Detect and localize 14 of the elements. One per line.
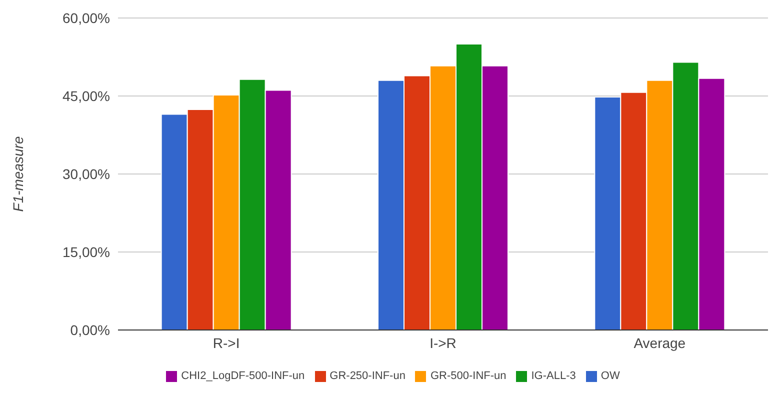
x-tick-label: Average (634, 334, 686, 351)
legend-label: GR-500-INF-un (430, 370, 506, 382)
legend-label: CHI2_LogDF-500-INF-un (181, 370, 305, 382)
x-tick-label: R->I (212, 334, 240, 351)
legend-label: GR-250-INF-un (330, 370, 406, 382)
y-axis-title: F1-measure (10, 136, 26, 212)
y-tick-label: 0,00% (70, 322, 110, 338)
y-tick-label: 60,00% (62, 10, 110, 26)
x-tick-label: I->R (430, 334, 456, 351)
y-tick-label: 30,00% (62, 166, 110, 182)
legend-label: IG-ALL-3 (531, 370, 576, 382)
y-tick-label: 15,00% (62, 244, 110, 260)
y-tick-label: 45,00% (62, 88, 110, 104)
legend-label: OW (600, 370, 620, 382)
